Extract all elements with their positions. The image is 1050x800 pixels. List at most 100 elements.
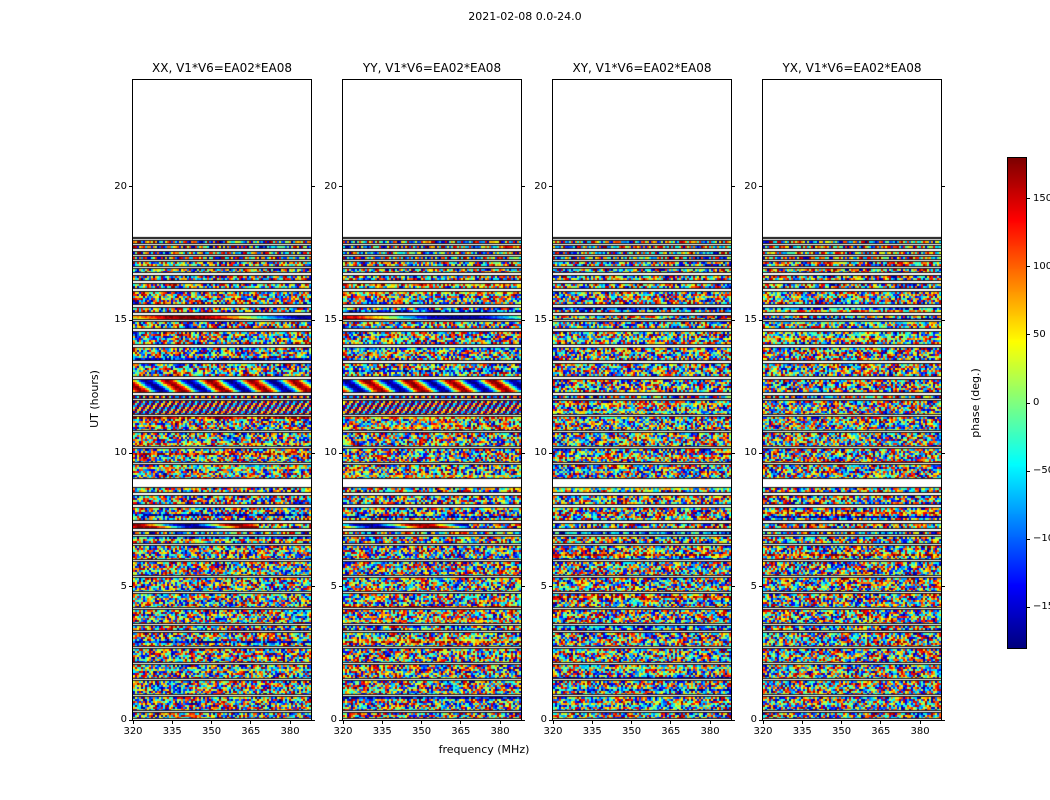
y-tick-mark-right bbox=[941, 719, 945, 721]
panel-title: YX, V1*V6=EA02*EA08 bbox=[782, 61, 922, 75]
y-tick-label: 0 bbox=[120, 714, 127, 725]
y-tick-mark-right bbox=[311, 186, 315, 188]
x-tick-label: 320 bbox=[123, 726, 143, 737]
x-tick-mark bbox=[919, 720, 921, 724]
x-tick-mark bbox=[250, 720, 252, 724]
x-tick-mark bbox=[211, 720, 213, 724]
y-tick-mark bbox=[759, 586, 763, 588]
y-tick-mark-right bbox=[731, 719, 735, 721]
y-tick-mark-right bbox=[731, 186, 735, 188]
y-tick-mark bbox=[129, 452, 133, 454]
colorbar-tick-mark bbox=[1026, 470, 1030, 472]
y-tick-mark-right bbox=[521, 586, 525, 588]
colorbar-tick-label: 50 bbox=[1033, 328, 1046, 340]
x-tick-mark bbox=[841, 720, 843, 724]
y-tick-mark bbox=[549, 719, 553, 721]
heatmap-panel-xy bbox=[552, 79, 732, 721]
y-tick-mark-right bbox=[311, 719, 315, 721]
x-tick-mark bbox=[670, 720, 672, 724]
y-tick-mark bbox=[339, 186, 343, 188]
x-tick-mark bbox=[762, 720, 764, 724]
y-tick-label: 15 bbox=[744, 314, 757, 325]
y-tick-mark-right bbox=[521, 186, 525, 188]
y-tick-mark-right bbox=[731, 319, 735, 321]
x-tick-label: 320 bbox=[333, 726, 353, 737]
y-tick-mark bbox=[549, 452, 553, 454]
y-tick-mark-right bbox=[941, 452, 945, 454]
x-tick-mark bbox=[132, 720, 134, 724]
y-tick-label: 0 bbox=[540, 714, 547, 725]
x-tick-mark bbox=[342, 720, 344, 724]
y-tick-mark bbox=[339, 586, 343, 588]
y-tick-mark-right bbox=[941, 186, 945, 188]
x-tick-label: 335 bbox=[792, 726, 812, 737]
y-tick-mark-right bbox=[731, 452, 735, 454]
y-tick-mark bbox=[339, 319, 343, 321]
x-tick-label: 365 bbox=[451, 726, 471, 737]
y-tick-mark bbox=[339, 452, 343, 454]
y-tick-mark bbox=[129, 719, 133, 721]
y-tick-label: 5 bbox=[750, 580, 757, 592]
colorbar-tick-label: −100 bbox=[1033, 533, 1050, 545]
y-tick-label: 10 bbox=[534, 447, 547, 459]
panel-title: YY, V1*V6=EA02*EA08 bbox=[362, 61, 502, 75]
y-tick-label: 10 bbox=[324, 447, 337, 459]
y-tick-label: 10 bbox=[744, 447, 757, 459]
y-tick-label: 20 bbox=[114, 180, 127, 192]
x-tick-label: 350 bbox=[831, 726, 852, 737]
y-tick-mark-right bbox=[941, 319, 945, 321]
y-tick-mark bbox=[129, 186, 133, 188]
y-tick-mark bbox=[129, 586, 133, 588]
colorbar-tick-mark bbox=[1026, 538, 1030, 540]
x-tick-label: 350 bbox=[201, 726, 222, 737]
colorbar-tick-label: 100 bbox=[1033, 260, 1050, 272]
x-tick-label: 350 bbox=[411, 726, 432, 737]
colorbar-tick-label: −50 bbox=[1033, 465, 1050, 477]
colorbar-tick-label: 0 bbox=[1033, 397, 1040, 408]
y-tick-label: 15 bbox=[114, 314, 127, 325]
x-tick-label: 335 bbox=[162, 726, 182, 737]
colorbar-tick-mark bbox=[1026, 334, 1030, 336]
y-tick-mark-right bbox=[311, 319, 315, 321]
y-tick-mark bbox=[759, 719, 763, 721]
x-tick-mark bbox=[709, 720, 711, 724]
colorbar-label: phase (deg.) bbox=[969, 368, 982, 438]
panel-title: XY, V1*V6=EA02*EA08 bbox=[572, 61, 712, 75]
x-tick-mark bbox=[499, 720, 501, 724]
y-tick-label: 0 bbox=[330, 714, 337, 725]
y-tick-mark bbox=[759, 319, 763, 321]
y-tick-mark-right bbox=[731, 586, 735, 588]
y-tick-mark-right bbox=[521, 452, 525, 454]
x-tick-label: 380 bbox=[490, 726, 510, 737]
x-tick-label: 350 bbox=[621, 726, 642, 737]
x-tick-mark bbox=[421, 720, 423, 724]
x-tick-mark bbox=[460, 720, 462, 724]
x-tick-label: 380 bbox=[700, 726, 720, 737]
colorbar-tick-mark bbox=[1026, 402, 1030, 404]
colorbar-tick-mark bbox=[1026, 266, 1030, 268]
colorbar-tick-label: −150 bbox=[1033, 601, 1050, 613]
x-tick-mark bbox=[171, 720, 173, 724]
y-tick-label: 5 bbox=[330, 580, 337, 592]
y-tick-mark-right bbox=[941, 586, 945, 588]
y-tick-mark bbox=[339, 719, 343, 721]
y-tick-mark bbox=[759, 452, 763, 454]
y-tick-mark bbox=[549, 186, 553, 188]
heatmap-panel-xx bbox=[132, 79, 312, 721]
y-axis-label: UT (hours) bbox=[88, 370, 101, 428]
figure-title: 2021-02-08 0.0-24.0 bbox=[468, 10, 582, 23]
colorbar-gradient bbox=[1007, 157, 1027, 649]
y-tick-mark bbox=[549, 586, 553, 588]
y-tick-label: 15 bbox=[534, 314, 547, 325]
colorbar-tick-label: 150 bbox=[1033, 192, 1050, 204]
y-tick-mark bbox=[759, 186, 763, 188]
x-tick-mark bbox=[289, 720, 291, 724]
heatmap-panel-yx bbox=[762, 79, 942, 721]
panel-title: XX, V1*V6=EA02*EA08 bbox=[152, 61, 292, 75]
x-tick-mark bbox=[381, 720, 383, 724]
y-tick-mark-right bbox=[521, 719, 525, 721]
x-tick-label: 365 bbox=[661, 726, 681, 737]
y-tick-label: 20 bbox=[324, 180, 337, 192]
y-tick-label: 5 bbox=[540, 580, 547, 592]
